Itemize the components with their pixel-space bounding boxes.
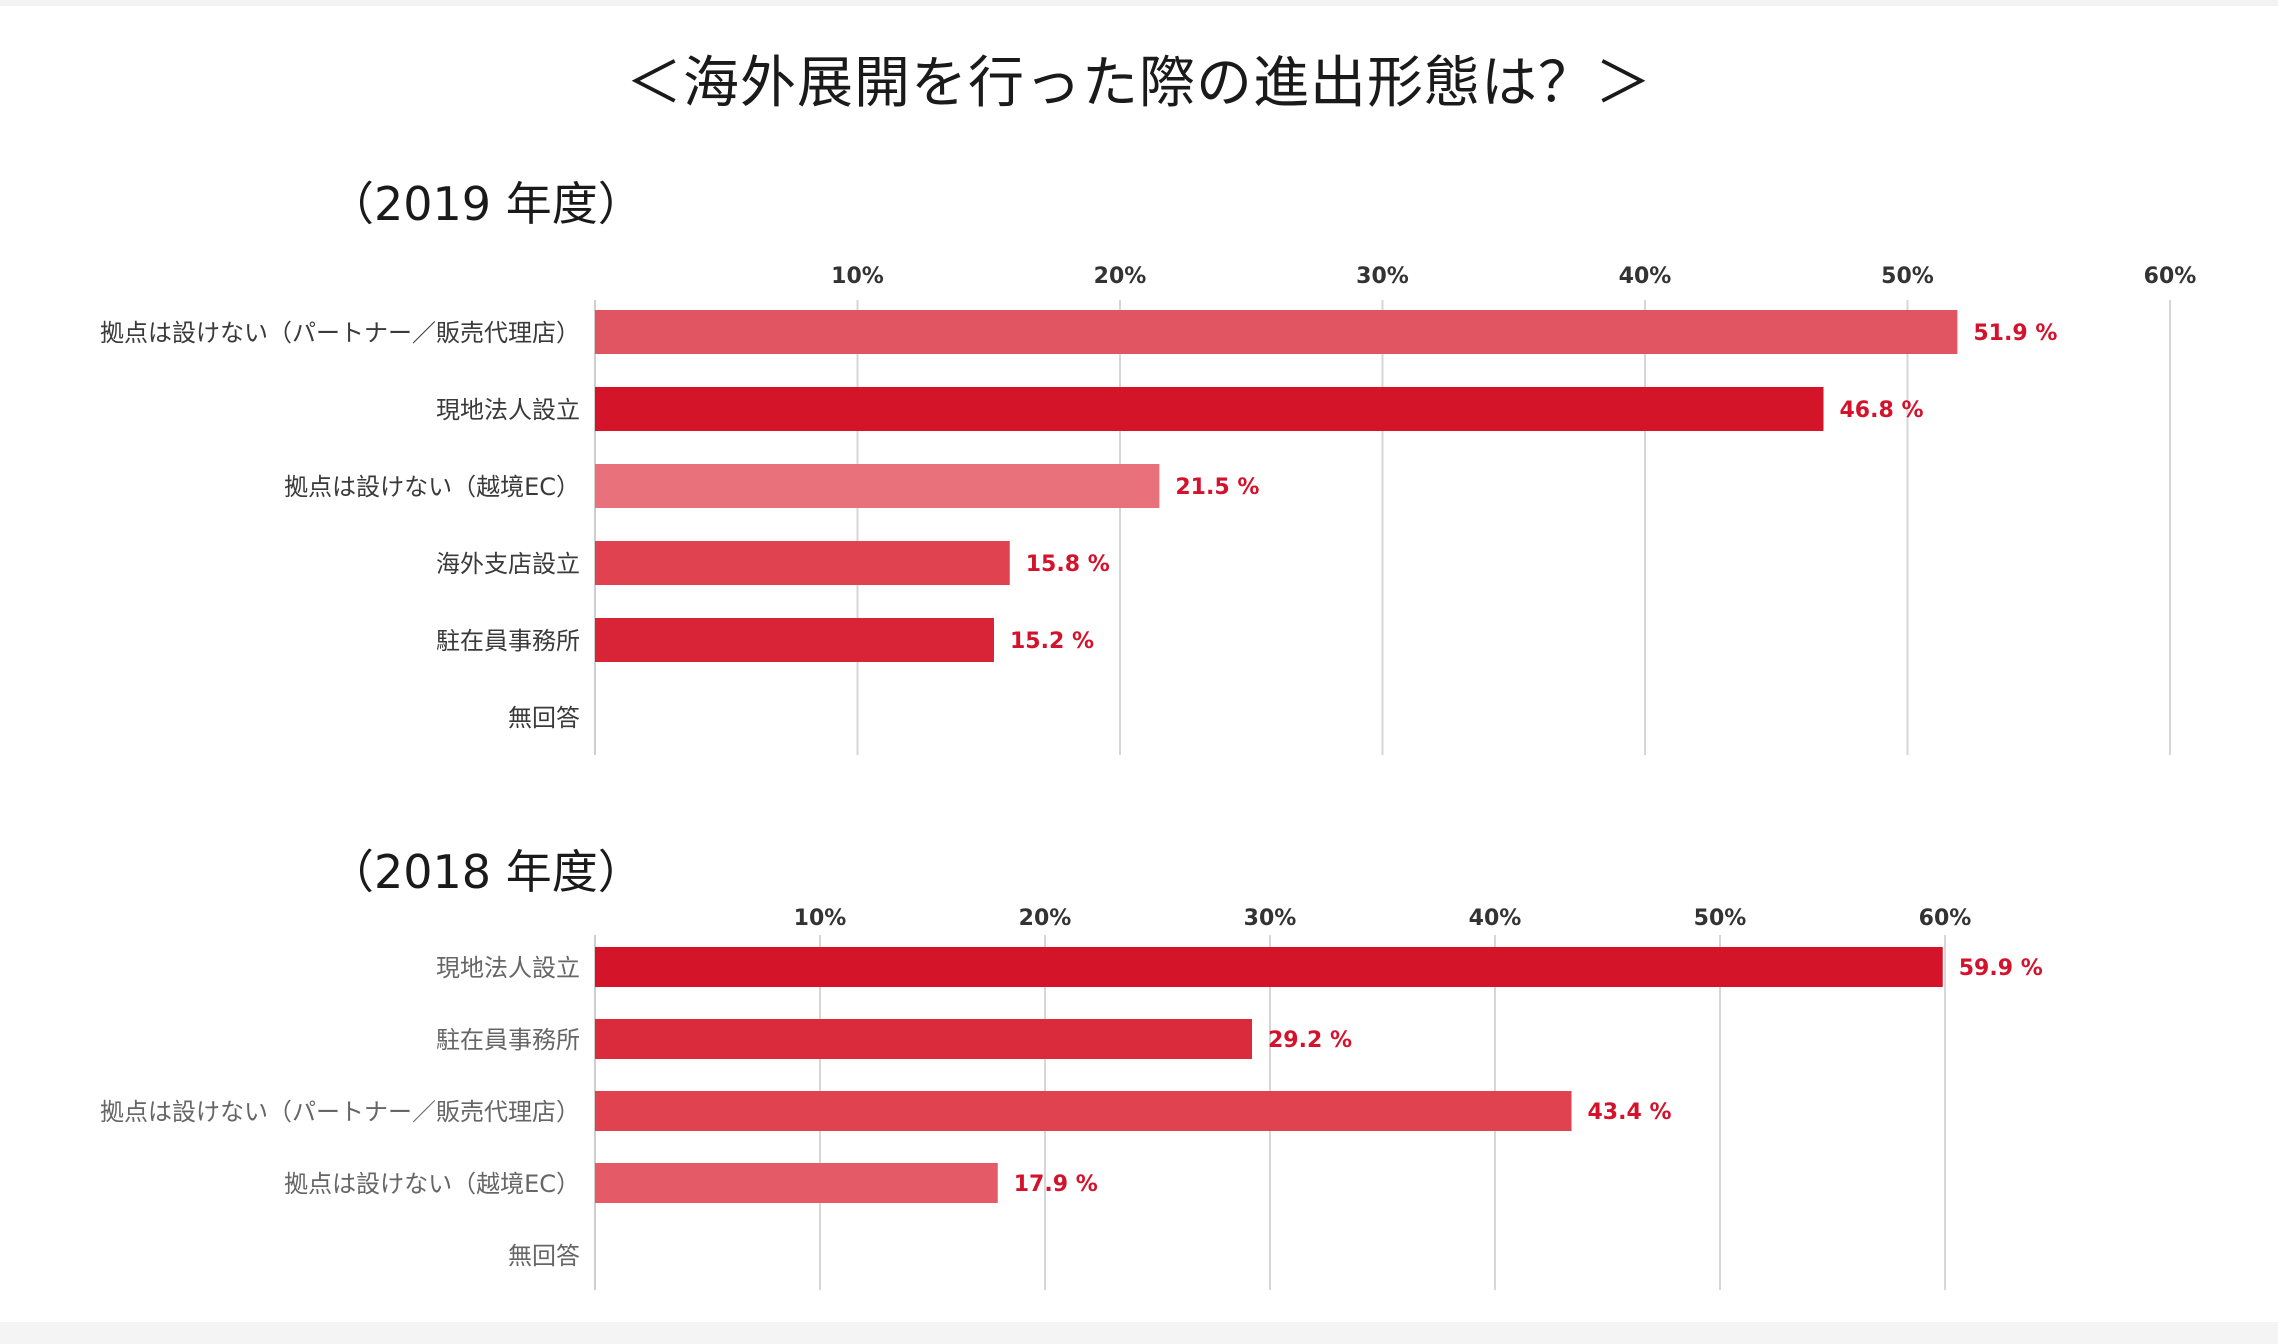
x-tick-label: 20%	[1094, 264, 1147, 289]
x-tick-label: 40%	[1469, 906, 1522, 931]
x-tick-label: 50%	[1694, 906, 1747, 931]
top-border	[0, 0, 2278, 6]
bar	[595, 1163, 998, 1203]
category-label: 海外支店設立	[436, 550, 580, 578]
x-tick-label: 10%	[831, 264, 884, 289]
value-label: 15.2 %	[1010, 629, 1094, 654]
category-label: 無回答	[508, 704, 580, 732]
value-label: 51.9 %	[1973, 321, 2057, 346]
x-tick-label: 30%	[1356, 264, 1409, 289]
value-label: 21.5 %	[1175, 475, 1259, 500]
category-label: 駐在員事務所	[436, 1026, 580, 1054]
category-label: 駐在員事務所	[436, 627, 580, 655]
category-label: 拠点は設けない（越境EC）	[284, 1170, 580, 1198]
x-tick-label: 10%	[794, 906, 847, 931]
bar-chart-2019: 10% 20% 30% 40% 50% 60% 拠点は設けない（パートナー／販売代理店） 51…	[100, 264, 2197, 755]
value-label: 15.8 %	[1026, 552, 1110, 577]
x-tick-label: 30%	[1244, 906, 1297, 931]
bar-chart-2018: 10% 20% 30% 40% 50% 60% 現地法人設立 59.9 % 駐在員事務所 29.2…	[100, 906, 2043, 1290]
value-label: 46.8 %	[1840, 398, 1924, 423]
value-label: 59.9 %	[1959, 956, 2043, 981]
x-tick-label: 60%	[2144, 264, 2197, 289]
bar	[595, 464, 1160, 508]
x-tick-label: 20%	[1019, 906, 1072, 931]
category-label: 拠点は設けない（パートナー／販売代理店）	[100, 319, 580, 347]
page-title: ＜海外展開を行った際の進出形態は？＞	[626, 51, 1652, 116]
x-tick-label: 50%	[1881, 264, 1934, 289]
bar	[595, 387, 1824, 431]
bar	[595, 1019, 1252, 1059]
bar	[595, 541, 1010, 585]
category-label: 無回答	[508, 1242, 580, 1270]
category-label: 現地法人設立	[436, 396, 580, 424]
bottom-border	[0, 1322, 2278, 1344]
value-label: 29.2 %	[1268, 1028, 1352, 1053]
bar	[595, 310, 1958, 354]
chart-2018-title: （2018 年度）	[328, 845, 644, 899]
x-tick-label: 40%	[1619, 264, 1672, 289]
category-label: 拠点は設けない（越境EC）	[284, 473, 580, 501]
category-label: 現地法人設立	[436, 954, 580, 982]
bar	[595, 1091, 1572, 1131]
x-tick-label: 60%	[1919, 906, 1972, 931]
value-label: 43.4 %	[1588, 1100, 1672, 1125]
category-label: 拠点は設けない（パートナー／販売代理店）	[100, 1098, 580, 1126]
bar	[595, 947, 1943, 987]
chart-2019-title: （2019 年度）	[328, 177, 644, 231]
bar	[595, 618, 994, 662]
value-label: 17.9 %	[1014, 1172, 1098, 1197]
